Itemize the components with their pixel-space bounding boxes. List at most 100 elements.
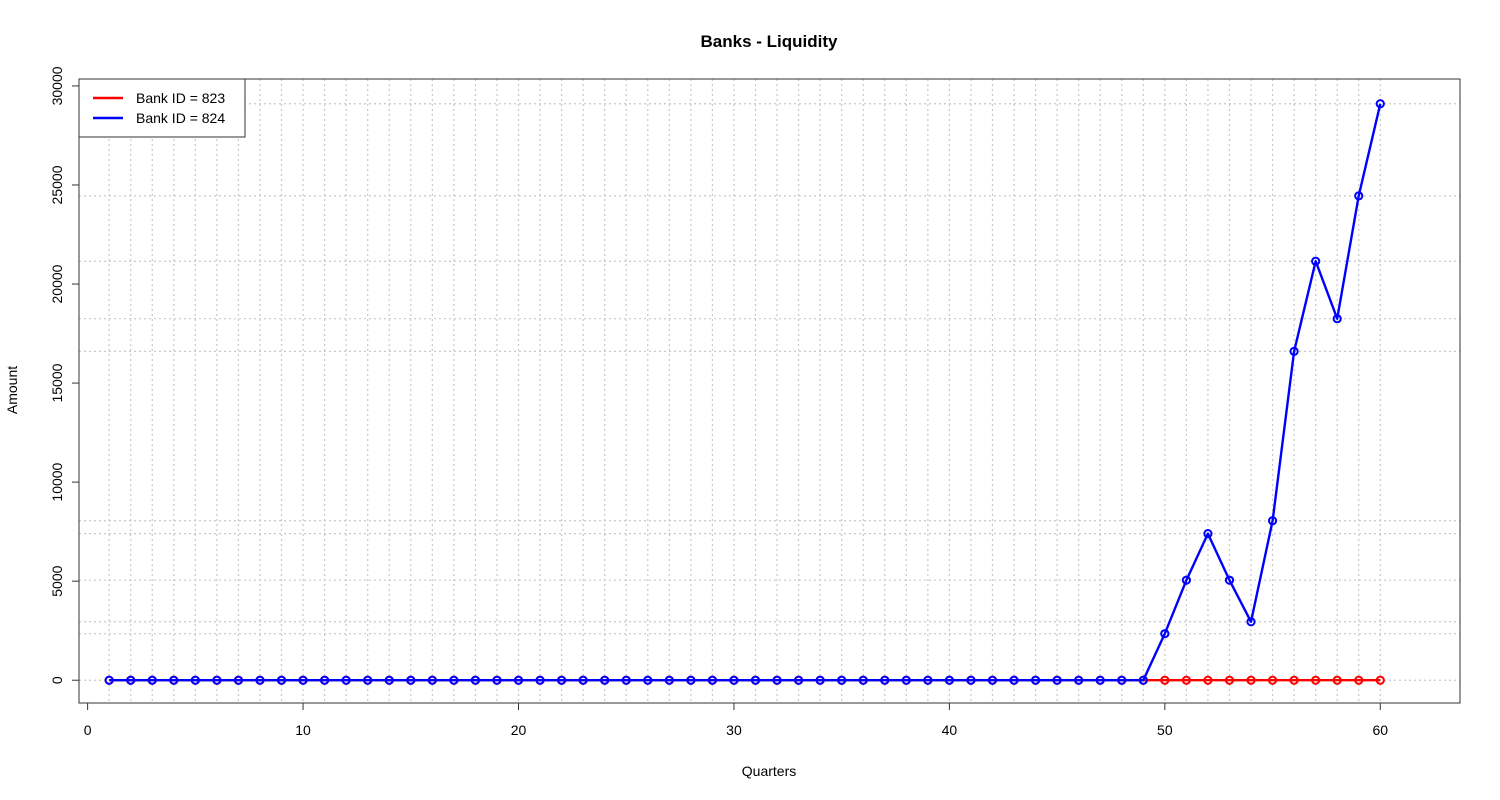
data-point bbox=[1138, 675, 1148, 685]
x-tick-label: 20 bbox=[511, 722, 527, 738]
data-point bbox=[858, 675, 868, 685]
data-point bbox=[147, 675, 157, 685]
data-point bbox=[987, 675, 998, 685]
data-point bbox=[729, 675, 739, 685]
data-point bbox=[578, 675, 588, 685]
y-tick-label: 15000 bbox=[49, 363, 65, 402]
x-tick-label: 10 bbox=[295, 722, 311, 738]
data-point bbox=[363, 675, 373, 685]
data-point bbox=[341, 675, 351, 685]
data-point bbox=[1095, 675, 1105, 685]
data-point bbox=[233, 675, 244, 685]
data-point bbox=[1181, 575, 1191, 585]
x-tick-label: 50 bbox=[1157, 722, 1173, 738]
data-point bbox=[1160, 675, 1170, 685]
y-tick-label: 20000 bbox=[49, 264, 65, 303]
data-point bbox=[901, 675, 911, 685]
data-point bbox=[1030, 675, 1041, 685]
data-point bbox=[298, 675, 308, 685]
data-point bbox=[643, 675, 653, 685]
legend-box bbox=[78, 78, 246, 138]
y-tick-label: 30000 bbox=[49, 66, 65, 105]
data-point bbox=[470, 675, 481, 685]
data-point bbox=[449, 675, 459, 685]
legend-label: Bank ID = 824 bbox=[136, 110, 225, 126]
data-point bbox=[1246, 675, 1256, 685]
legend-label: Bank ID = 823 bbox=[136, 90, 225, 106]
plot-frame bbox=[78, 78, 1461, 704]
data-point bbox=[1117, 675, 1127, 685]
data-point bbox=[1074, 675, 1084, 685]
data-point bbox=[255, 675, 265, 685]
data-point bbox=[793, 675, 804, 685]
grid bbox=[79, 79, 1460, 703]
data-point bbox=[944, 675, 954, 685]
legend: Bank ID = 823 Bank ID = 824 bbox=[78, 78, 246, 138]
data-point bbox=[772, 675, 782, 685]
data-point bbox=[966, 675, 976, 685]
y-tick-label: 0 bbox=[49, 676, 65, 684]
data-point bbox=[686, 675, 696, 685]
data-point bbox=[1224, 575, 1235, 585]
chart-title: Banks - Liquidity bbox=[701, 32, 839, 51]
data-point bbox=[837, 675, 847, 685]
data-point bbox=[104, 675, 114, 685]
y-axis-label: Amount bbox=[4, 366, 20, 414]
y-tick-label: 5000 bbox=[49, 565, 65, 596]
data-point bbox=[1203, 529, 1213, 539]
x-tick-label: 60 bbox=[1372, 722, 1388, 738]
data-point bbox=[1375, 675, 1385, 685]
y-tick-label: 10000 bbox=[49, 462, 65, 501]
data-point bbox=[212, 675, 222, 685]
data-point bbox=[126, 675, 136, 685]
data-point bbox=[1289, 675, 1299, 685]
x-axis-label: Quarters bbox=[742, 763, 796, 779]
data-point bbox=[427, 675, 437, 685]
data-point bbox=[320, 675, 330, 685]
data-point bbox=[1224, 675, 1235, 685]
y-tick-label: 25000 bbox=[49, 165, 65, 204]
data-point bbox=[707, 675, 718, 685]
series-line bbox=[109, 103, 1382, 682]
data-point bbox=[276, 675, 287, 685]
data-point bbox=[1311, 675, 1321, 685]
data-point bbox=[1246, 617, 1256, 627]
data-point bbox=[406, 675, 416, 685]
data-point bbox=[1354, 191, 1364, 201]
data-point bbox=[750, 675, 761, 685]
data-point bbox=[190, 675, 200, 685]
data-point bbox=[664, 675, 674, 685]
data-point bbox=[1311, 256, 1321, 266]
data-point bbox=[1332, 675, 1342, 685]
data-point bbox=[1203, 675, 1213, 685]
x-tick-label: 30 bbox=[726, 722, 742, 738]
data-point bbox=[1267, 516, 1278, 526]
data-point bbox=[1354, 675, 1364, 685]
data-point bbox=[1052, 675, 1062, 685]
data-point bbox=[169, 675, 179, 685]
data-point bbox=[556, 675, 567, 685]
data-point bbox=[621, 675, 631, 685]
series-group bbox=[104, 99, 1385, 685]
data-point bbox=[1009, 675, 1019, 685]
data-point bbox=[1289, 346, 1299, 356]
x-tick-label: 40 bbox=[942, 722, 958, 738]
data-point bbox=[492, 675, 502, 685]
data-point bbox=[880, 675, 890, 685]
data-point bbox=[1267, 675, 1278, 685]
data-point bbox=[1375, 99, 1385, 109]
data-point bbox=[1160, 629, 1170, 639]
data-point bbox=[815, 675, 825, 685]
x-tick-label: 0 bbox=[84, 722, 92, 738]
data-point bbox=[923, 675, 933, 685]
data-point bbox=[513, 675, 524, 685]
data-point bbox=[1181, 675, 1191, 685]
data-point bbox=[600, 675, 610, 685]
axes: 0 10 20 30 40 50 60 0 5000 10000 15000 20000 25000 30… bbox=[49, 66, 1461, 738]
series-2 bbox=[104, 99, 1385, 685]
data-point bbox=[535, 675, 545, 685]
data-point bbox=[1332, 314, 1342, 324]
data-point bbox=[384, 675, 394, 685]
